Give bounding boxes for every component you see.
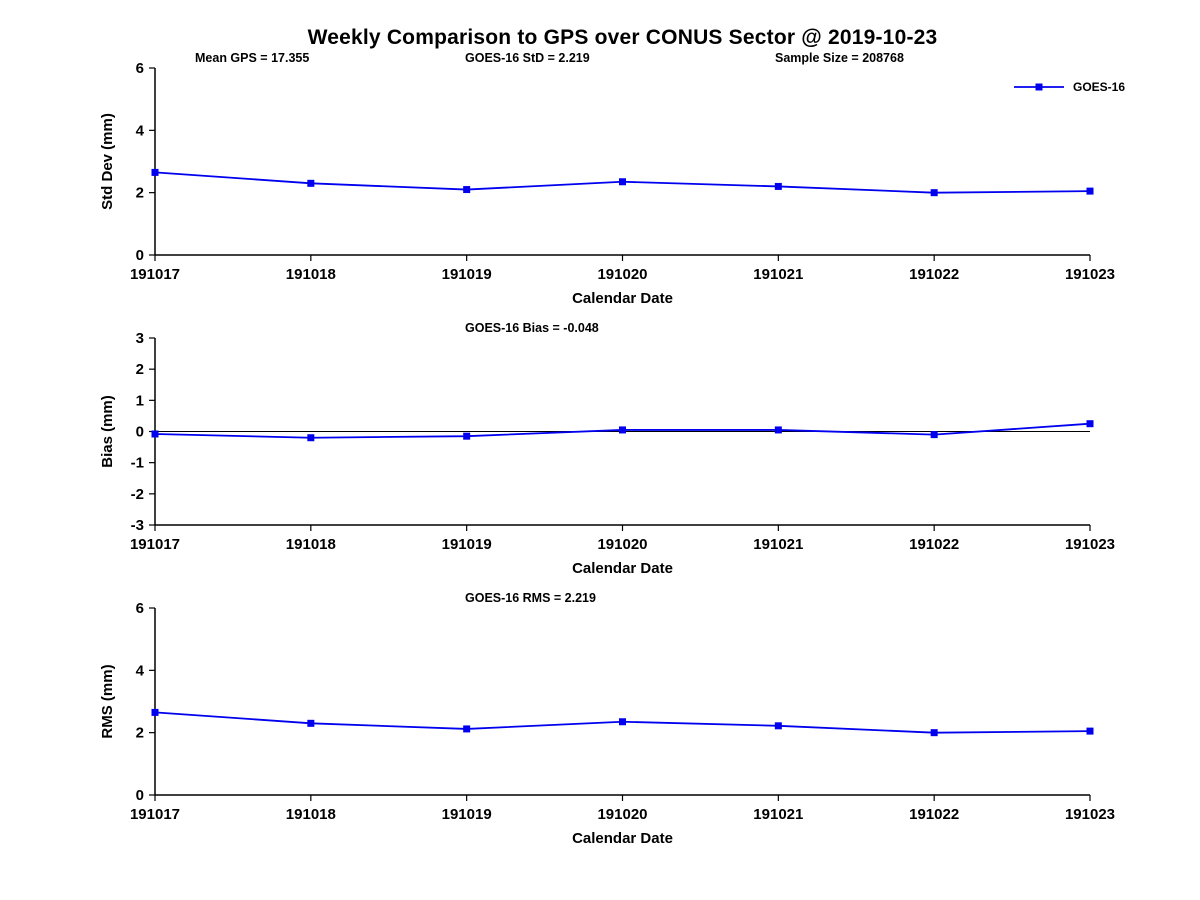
y-tick-label: -3 xyxy=(131,517,144,534)
y-tick-label: 3 xyxy=(136,330,144,347)
annotation: GOES-16 Bias = -0.048 xyxy=(465,321,599,335)
rms-chart: 0 2 4 6 191017 191018 191019 191020 191021 191022… xyxy=(99,591,1115,847)
data-point-marker xyxy=(1086,727,1094,735)
y-tick-label: -2 xyxy=(131,486,144,503)
y-tick-label: 2 xyxy=(136,361,144,378)
y-tick-label: 6 xyxy=(136,60,144,77)
x-tick-label: 191022 xyxy=(909,266,959,283)
x-tick-label: 191022 xyxy=(909,536,959,553)
x-tick-label: 191021 xyxy=(753,536,803,553)
x-tick-label: 191018 xyxy=(286,806,336,823)
data-point-marker xyxy=(1086,420,1094,428)
x-tick-label: 191017 xyxy=(130,806,180,823)
y-tick-label: 2 xyxy=(136,725,144,742)
x-tick-label: 191020 xyxy=(597,266,647,283)
data-point-marker xyxy=(1086,187,1094,195)
data-point-marker xyxy=(774,426,782,434)
x-tick-label: 191017 xyxy=(130,266,180,283)
y-axis-label: Std Dev (mm) xyxy=(99,113,116,210)
data-point-marker xyxy=(619,718,626,726)
data-point-marker xyxy=(151,168,159,176)
x-tick-label: 191019 xyxy=(442,266,492,283)
y-axis-label: RMS (mm) xyxy=(99,664,116,738)
x-tick-label: 191020 xyxy=(597,806,647,823)
data-point-marker xyxy=(307,719,315,727)
annotation: Mean GPS = 17.355 xyxy=(195,51,309,65)
chart-title: Weekly Comparison to GPS over CONUS Sect… xyxy=(307,26,938,49)
x-axis-label: Calendar Date xyxy=(572,830,673,847)
x-tick-label: 191018 xyxy=(286,266,336,283)
y-tick-label: 2 xyxy=(136,185,144,202)
data-point-marker xyxy=(619,426,626,434)
legend-label: GOES-16 xyxy=(1073,80,1126,94)
x-axis-label: Calendar Date xyxy=(572,560,673,577)
data-point-marker xyxy=(930,189,938,197)
data-point-marker xyxy=(930,729,938,737)
y-tick-label: 0 xyxy=(136,247,144,264)
x-tick-label: 191022 xyxy=(909,806,959,823)
annotation: GOES-16 StD = 2.219 xyxy=(465,51,590,65)
std-dev-chart: 0 2 4 6 191017 191018 191019 191020 191021 191022… xyxy=(99,51,1115,307)
data-point-marker xyxy=(930,431,938,439)
data-point-marker xyxy=(151,708,159,716)
data-point-marker xyxy=(463,186,471,194)
data-point-marker xyxy=(774,182,782,190)
y-tick-label: 4 xyxy=(136,662,145,679)
data-point-marker xyxy=(619,178,626,186)
data-point-marker xyxy=(774,722,782,730)
y-tick-label: 1 xyxy=(136,392,144,409)
y-tick-label: 6 xyxy=(136,600,144,617)
x-axis-label: Calendar Date xyxy=(572,290,673,307)
x-tick-label: 191020 xyxy=(597,536,647,553)
y-tick-label: 0 xyxy=(136,424,144,441)
legend: GOES-16 xyxy=(1012,80,1125,94)
y-tick-label: 4 xyxy=(136,122,145,139)
annotation: GOES-16 RMS = 2.219 xyxy=(465,591,596,605)
x-tick-label: 191023 xyxy=(1065,806,1115,823)
legend-line-sample xyxy=(1014,83,1064,91)
data-point-marker xyxy=(151,430,159,438)
y-axis-label: Bias (mm) xyxy=(99,395,116,468)
y-tick-label: -1 xyxy=(131,455,144,472)
x-tick-label: 191023 xyxy=(1065,536,1115,553)
data-point-marker xyxy=(463,725,471,733)
x-tick-label: 191023 xyxy=(1065,266,1115,283)
x-tick-label: 191021 xyxy=(753,266,803,283)
x-tick-label: 191017 xyxy=(130,536,180,553)
data-point-marker xyxy=(307,179,315,187)
x-tick-label: 191018 xyxy=(286,536,336,553)
data-point-marker xyxy=(463,432,471,440)
annotation: Sample Size = 208768 xyxy=(775,51,904,65)
x-tick-label: 191019 xyxy=(442,536,492,553)
x-tick-label: 191021 xyxy=(753,806,803,823)
y-tick-label: 0 xyxy=(136,787,144,804)
data-point-marker xyxy=(307,434,315,442)
bias-chart: -3 -2 -1 0 1 2 3 191017 191018 191019 191020 191021… xyxy=(99,321,1115,577)
x-tick-label: 191019 xyxy=(442,806,492,823)
